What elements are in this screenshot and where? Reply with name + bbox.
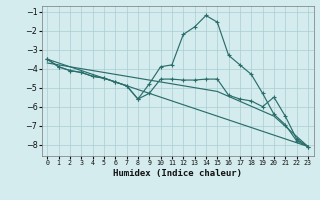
X-axis label: Humidex (Indice chaleur): Humidex (Indice chaleur)	[113, 169, 242, 178]
